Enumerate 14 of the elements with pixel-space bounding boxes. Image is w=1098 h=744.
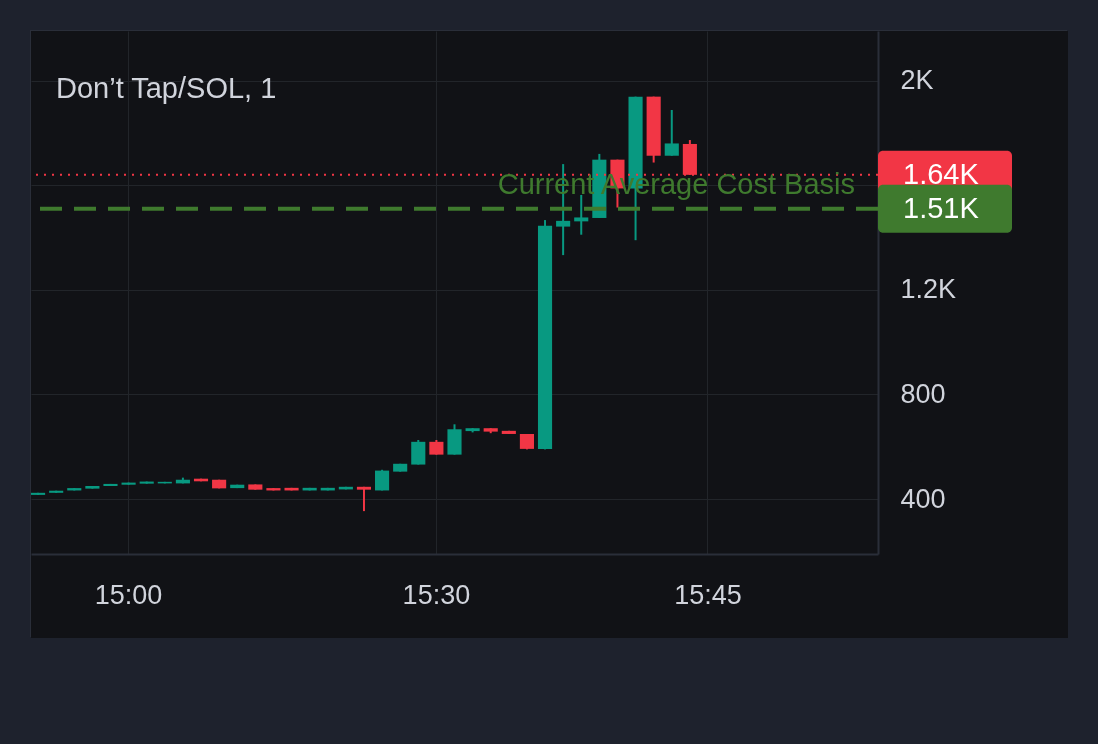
candlestick <box>574 193 589 236</box>
y-tick-label: 400 <box>900 483 946 514</box>
y-tick-label: 1.2K <box>900 274 957 305</box>
candlestick <box>411 438 426 466</box>
text: 1.51K <box>903 191 980 224</box>
x-tick-label: 15:30 <box>402 579 471 610</box>
x-tick-label: 15:00 <box>94 579 163 610</box>
candlestick <box>356 485 372 513</box>
y-tick-label: 800 <box>900 378 946 409</box>
x-tick-label: 15:45 <box>674 579 742 610</box>
text: 1.64K <box>903 157 980 190</box>
text: Don’t Tap/SOL, 1 <box>56 72 277 104</box>
y-tick-label: 2K <box>900 65 934 96</box>
candlestick <box>664 108 679 157</box>
